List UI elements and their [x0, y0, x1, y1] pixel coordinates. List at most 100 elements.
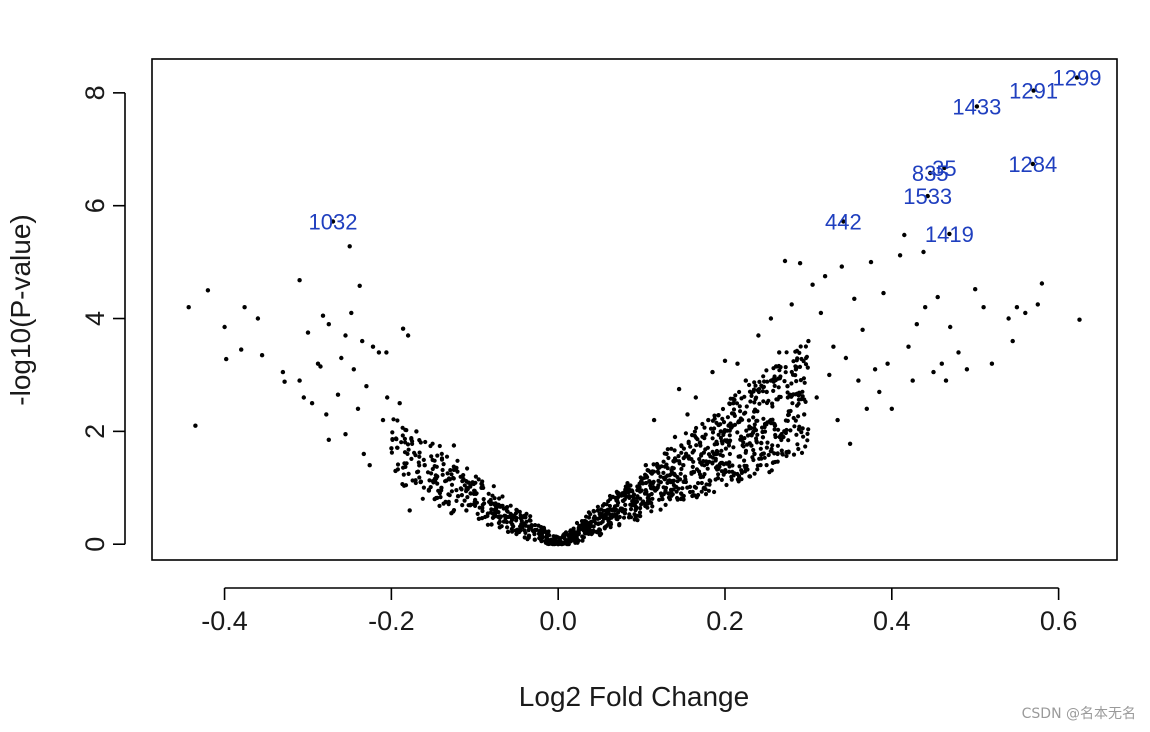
data-point	[255, 316, 261, 321]
data-point	[753, 383, 758, 388]
data-point	[760, 425, 765, 430]
data-point	[410, 478, 415, 483]
point-label: 1533	[903, 184, 952, 209]
data-point	[521, 515, 526, 520]
data-point	[806, 427, 811, 432]
data-point	[795, 442, 800, 447]
data-point	[497, 525, 502, 530]
data-point	[432, 496, 437, 502]
data-point	[370, 344, 376, 349]
data-point	[763, 422, 768, 428]
data-point	[597, 533, 603, 538]
data-point	[681, 463, 686, 468]
data-point	[602, 525, 607, 530]
data-point	[727, 469, 732, 474]
data-point	[889, 406, 894, 411]
data-point	[684, 451, 689, 456]
point-label: 835	[912, 161, 949, 186]
data-point	[885, 361, 890, 366]
data-point	[242, 305, 247, 310]
data-point	[566, 533, 571, 538]
data-point	[443, 499, 448, 505]
y-tick-label: 6	[80, 198, 110, 213]
data-point	[568, 529, 573, 534]
data-point	[799, 430, 804, 435]
data-point	[989, 361, 995, 366]
data-point	[447, 493, 452, 498]
data-point	[679, 444, 684, 449]
data-point	[591, 509, 597, 514]
data-point	[795, 356, 800, 361]
data-point	[193, 423, 198, 428]
data-point	[791, 359, 796, 364]
data-point	[439, 456, 445, 461]
data-point	[743, 469, 748, 474]
data-point	[473, 503, 478, 508]
data-point	[742, 458, 747, 463]
point-label: 1291	[1009, 79, 1058, 104]
data-point	[515, 527, 520, 532]
data-point	[692, 433, 698, 439]
data-point	[796, 414, 801, 419]
data-point	[788, 408, 793, 414]
data-point	[554, 534, 559, 539]
data-point	[692, 429, 698, 434]
x-axis: -0.4 -0.2 0.0 0.2 0.4 0.6	[201, 587, 1077, 636]
data-point	[803, 362, 809, 367]
data-point	[801, 434, 806, 439]
data-point	[574, 520, 580, 526]
data-point	[406, 447, 411, 452]
data-point	[309, 401, 315, 406]
data-point	[432, 458, 437, 463]
data-point	[412, 450, 417, 455]
data-point	[405, 442, 411, 447]
labeled-data-point	[942, 165, 947, 171]
data-point	[400, 433, 405, 438]
data-point	[646, 493, 651, 498]
data-point	[280, 369, 286, 375]
data-point	[718, 435, 724, 441]
data-point	[607, 503, 613, 509]
data-point	[635, 484, 640, 489]
data-point	[658, 507, 663, 512]
data-point	[751, 387, 757, 392]
labeled-data-point	[841, 219, 846, 224]
data-point	[657, 497, 662, 502]
data-point	[721, 432, 726, 437]
data-point	[508, 515, 513, 520]
data-point	[770, 401, 775, 406]
data-point	[343, 432, 348, 437]
data-point	[423, 439, 428, 445]
data-point	[732, 397, 737, 402]
data-point	[489, 522, 494, 527]
data-point	[798, 344, 803, 349]
data-point	[786, 412, 791, 418]
data-point	[1010, 338, 1015, 344]
data-point	[785, 418, 790, 423]
data-point	[693, 395, 698, 400]
data-point	[470, 480, 475, 485]
data-point	[449, 482, 455, 487]
data-point	[696, 481, 701, 486]
data-point	[782, 258, 788, 264]
data-point	[630, 494, 636, 499]
data-point	[658, 480, 664, 485]
data-point	[769, 446, 774, 452]
data-point	[402, 461, 407, 466]
data-point	[782, 379, 787, 384]
data-point	[1006, 316, 1011, 321]
data-point	[877, 389, 882, 395]
data-point	[881, 290, 886, 296]
data-point	[459, 493, 464, 498]
data-point	[696, 492, 701, 498]
data-point	[685, 412, 690, 417]
data-point	[460, 503, 465, 508]
labeled-data-point	[330, 219, 336, 224]
data-point	[621, 498, 626, 504]
point-label: 1419	[925, 222, 974, 247]
y-axis: 0 2 4 6 8	[80, 85, 126, 552]
data-point	[689, 471, 694, 476]
data-point	[789, 381, 794, 386]
data-point	[752, 422, 757, 427]
